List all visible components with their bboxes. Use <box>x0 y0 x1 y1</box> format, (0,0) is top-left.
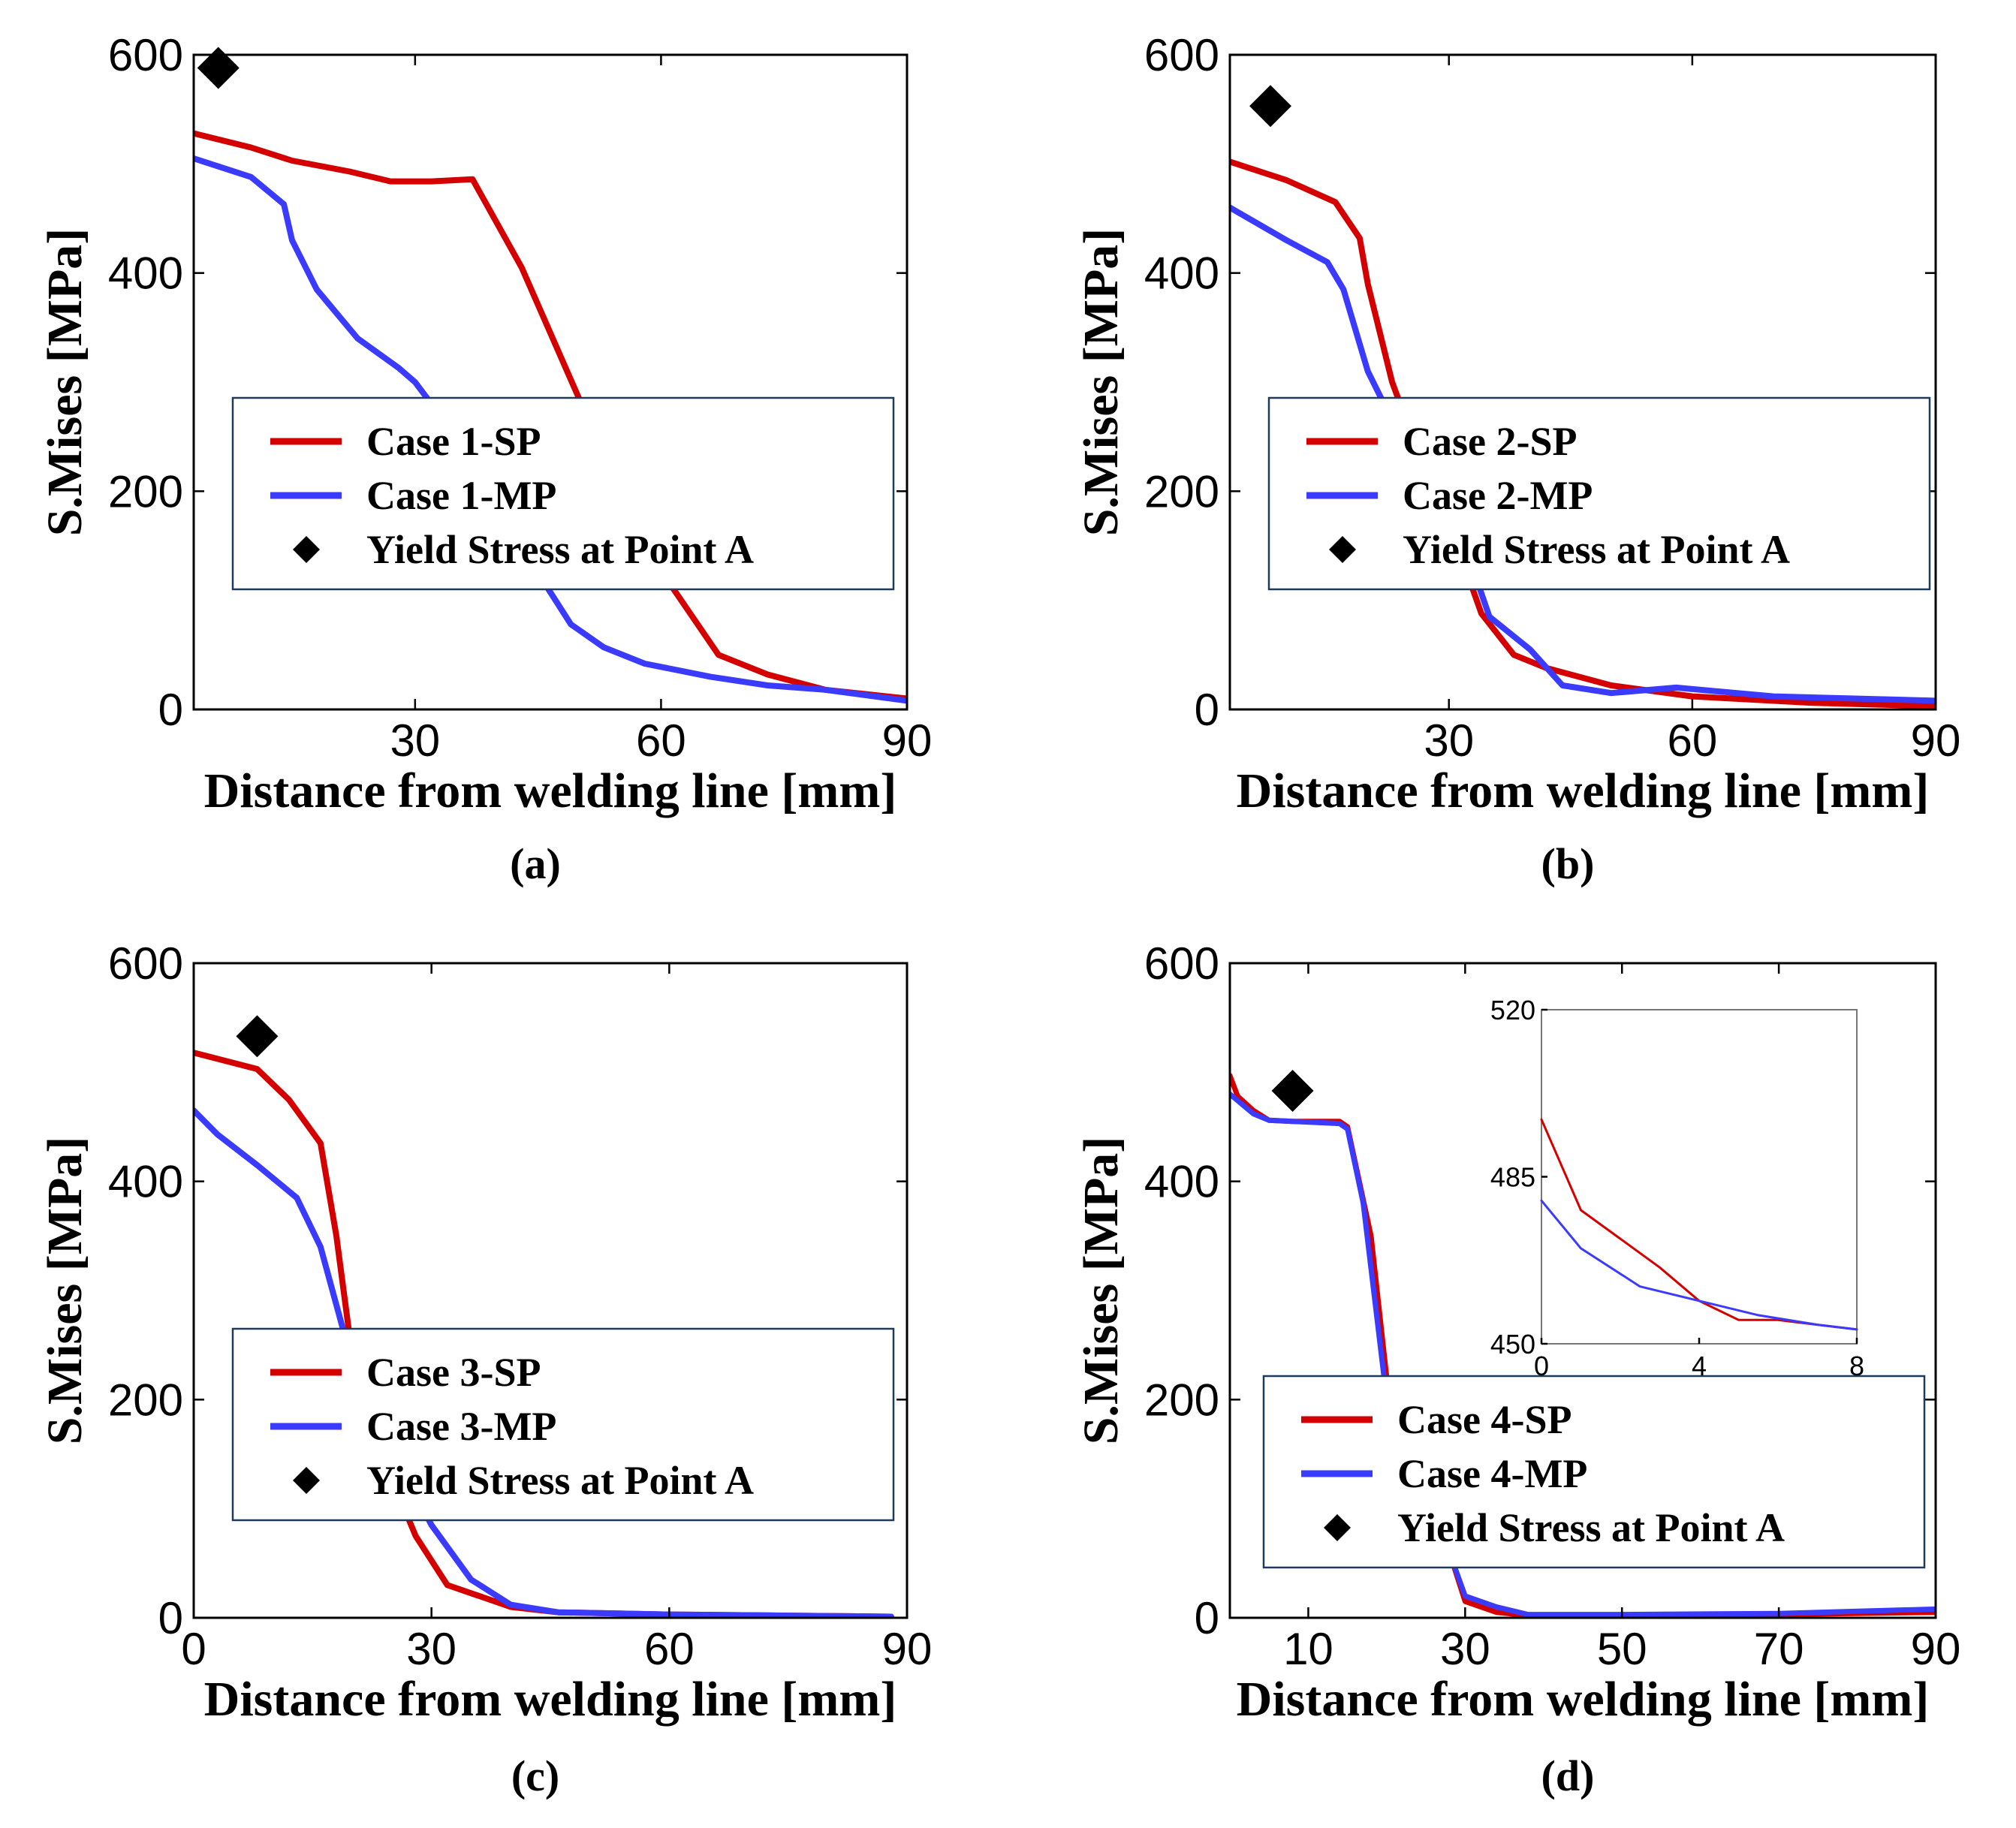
x-axis-title: Distance from welding line [mm] <box>1237 1672 1930 1727</box>
legend-marker-yield-stress <box>1329 536 1356 563</box>
x-tick-label: 70 <box>1754 1624 1804 1674</box>
x-tick-label: 60 <box>636 715 686 766</box>
y-tick-label: 600 <box>108 938 183 989</box>
y-tick-label: 0 <box>158 685 183 735</box>
y-axis-title: S.Mises [MPa] <box>38 228 92 537</box>
x-tick-label: 90 <box>1911 715 1961 766</box>
inset-chart: 450 485 520 0 4 8 <box>1490 995 1864 1381</box>
y-tick-label: 400 <box>1144 248 1219 299</box>
x-tick-label: 90 <box>882 1624 933 1674</box>
x-axis-title: Distance from welding line [mm] <box>1237 763 1930 818</box>
y-tick-label: 0 <box>1195 685 1219 735</box>
legend-label: Case 2-MP <box>1403 473 1593 518</box>
inset-x-tick-label: 0 <box>1534 1351 1549 1381</box>
y-axis-title: S.Mises [MPa] <box>38 1137 92 1445</box>
plot-frame <box>192 53 909 711</box>
panel-label: (d) <box>1541 1751 1595 1800</box>
yield-stress-marker <box>236 1015 279 1058</box>
yield-stress-marker <box>197 47 240 89</box>
legend-label: Case 1-SP <box>366 419 541 464</box>
legend-marker-yield-stress <box>293 1467 320 1494</box>
legend-marker-yield-stress <box>293 536 320 563</box>
x-tick-label: 90 <box>1911 1624 1961 1674</box>
inset-series-line-case-4-mp <box>1540 1199 1858 1331</box>
y-tick-label: 0 <box>158 1593 183 1643</box>
x-tick-label: 60 <box>644 1624 695 1674</box>
series-line-case-1-sp <box>194 130 907 702</box>
legend-label: Yield Stress at Point A <box>1397 1505 1785 1550</box>
inset-x-tick-label: 8 <box>1849 1351 1864 1381</box>
legend: Case 3-SP Case 3-MP Yield Stress at Point … <box>231 1327 895 1522</box>
y-tick-label: 400 <box>108 1157 183 1207</box>
legend-box <box>231 396 895 591</box>
panel-label: (a) <box>510 839 561 888</box>
plot-frame <box>1228 53 1937 711</box>
legend-box <box>231 1327 895 1522</box>
legend-label: Yield Stress at Point A <box>1403 527 1790 572</box>
plot-frame <box>1228 962 1937 1619</box>
x-tick-label: 90 <box>882 715 933 766</box>
y-tick-label: 600 <box>108 30 183 80</box>
legend-label: Case 3-SP <box>366 1350 541 1395</box>
legend: Case 4-SP Case 4-MP Yield Stress at Point … <box>1262 1375 1926 1569</box>
panel-label: (b) <box>1541 839 1595 888</box>
y-tick-label: 600 <box>1144 30 1219 80</box>
legend-label: Yield Stress at Point A <box>366 527 754 572</box>
x-tick-label: 30 <box>1424 715 1474 766</box>
legend-box <box>1262 1375 1926 1569</box>
y-tick-label: 200 <box>1144 466 1219 516</box>
inset-y-tick-label: 520 <box>1490 995 1535 1025</box>
plot-frame <box>192 962 909 1619</box>
y-axis-title: S.Mises [MPa] <box>1074 1137 1129 1445</box>
inset-frame <box>1541 1009 1858 1345</box>
inset-y-tick-label: 450 <box>1490 1329 1535 1360</box>
legend-box <box>1267 396 1931 591</box>
x-tick-label: 30 <box>1440 1624 1490 1674</box>
x-axis-title: Distance from welding line [mm] <box>204 1672 897 1727</box>
y-tick-label: 400 <box>1144 1157 1219 1207</box>
inset-y-tick-label: 485 <box>1490 1162 1535 1193</box>
legend-label: Case 3-MP <box>366 1404 556 1449</box>
y-tick-label: 200 <box>108 1375 183 1425</box>
panel-label: (c) <box>511 1751 559 1800</box>
y-tick-label: 600 <box>1144 938 1219 989</box>
legend-label: Case 4-MP <box>1397 1451 1587 1496</box>
yield-stress-marker <box>1249 85 1292 128</box>
legend-label: Yield Stress at Point A <box>366 1458 754 1503</box>
inset-x-tick-label: 4 <box>1692 1351 1707 1381</box>
y-tick-label: 200 <box>1144 1375 1219 1425</box>
x-tick-label: 50 <box>1597 1624 1647 1674</box>
x-tick-label: 10 <box>1283 1624 1333 1674</box>
legend: Case 1-SP Case 1-MP Yield Stress at Point … <box>231 396 895 591</box>
x-tick-label: 30 <box>390 715 440 766</box>
legend-marker-yield-stress <box>1324 1514 1351 1541</box>
x-axis-title: Distance from welding line [mm] <box>204 763 897 818</box>
y-tick-label: 400 <box>108 248 183 299</box>
y-axis-title: S.Mises [MPa] <box>1074 228 1129 537</box>
legend-label: Case 2-SP <box>1403 419 1577 464</box>
x-tick-label: 60 <box>1667 715 1717 766</box>
y-tick-label: 200 <box>108 466 183 516</box>
y-tick-label: 0 <box>1195 1593 1219 1643</box>
yield-stress-marker <box>1271 1070 1314 1113</box>
legend: Case 2-SP Case 2-MP Yield Stress at Point … <box>1267 396 1931 591</box>
legend-label: Case 4-SP <box>1397 1397 1572 1442</box>
legend-label: Case 1-MP <box>366 473 556 518</box>
x-tick-label: 0 <box>181 1624 206 1674</box>
x-tick-label: 30 <box>406 1624 457 1674</box>
